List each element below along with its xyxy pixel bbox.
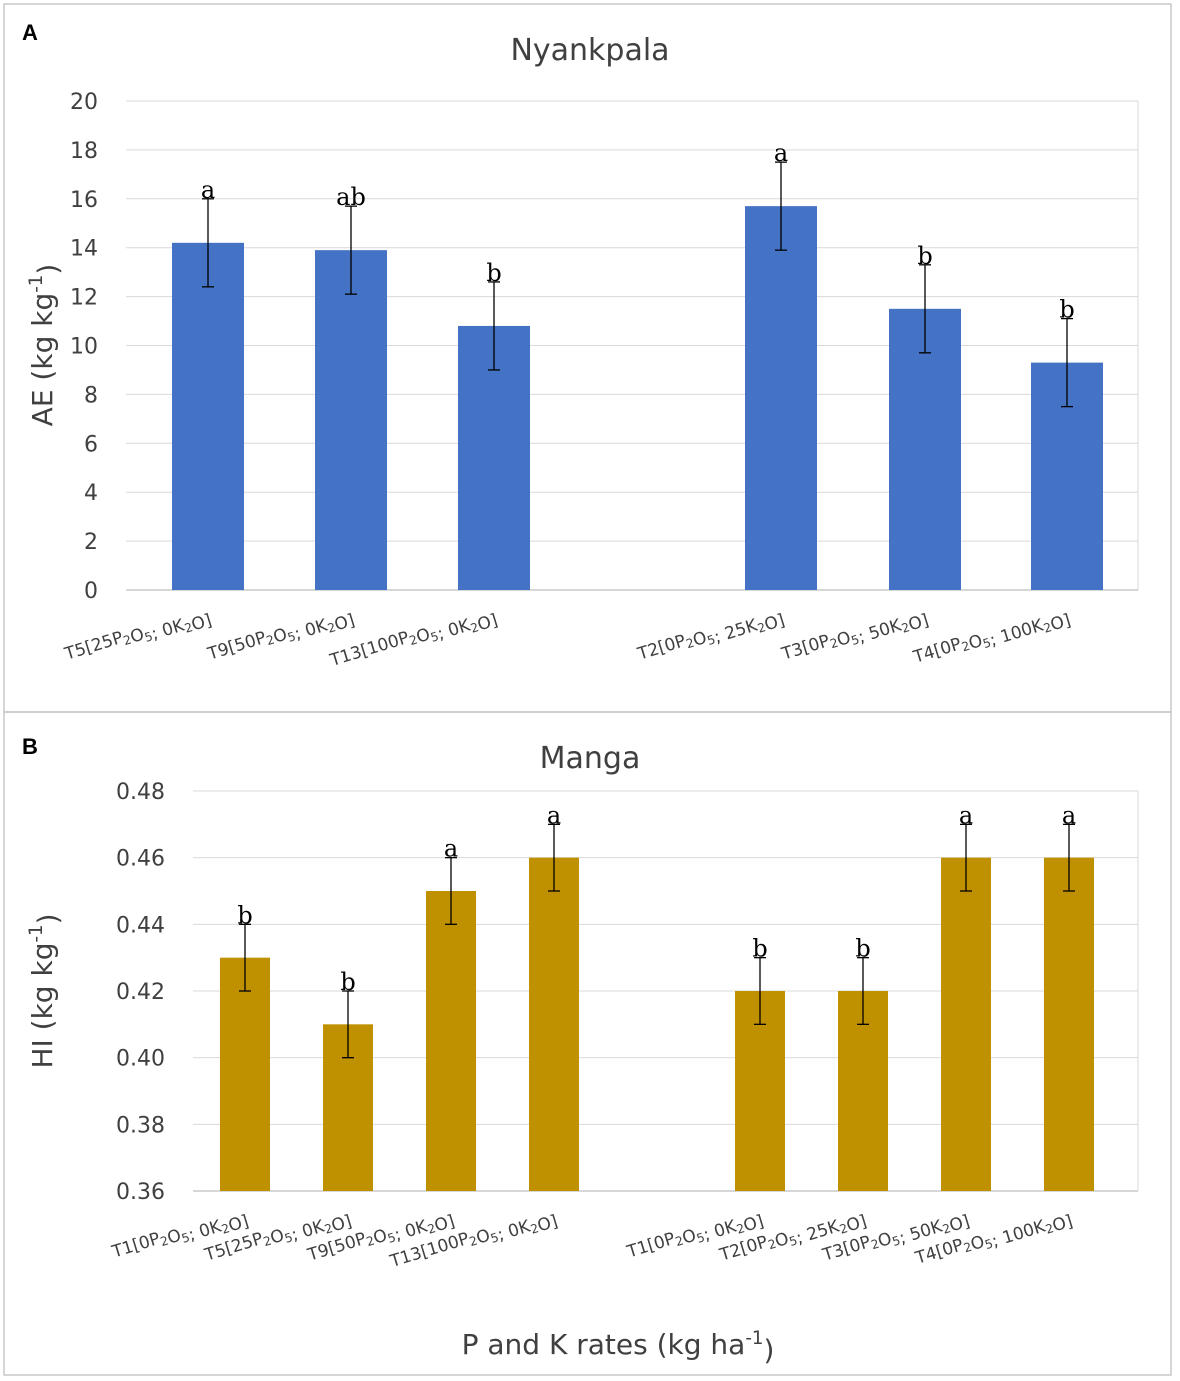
y-tick-label: 0 — [84, 579, 98, 604]
y-tick-label: 0.38 — [116, 1113, 165, 1138]
y-tick-label: 0.46 — [116, 847, 165, 872]
x-tick-label: T3[0P2O5; 50K2O] — [779, 602, 932, 674]
significance-letter: a — [201, 176, 215, 204]
y-tick-label: 2 — [84, 530, 98, 555]
y-tick-label: 16 — [70, 188, 98, 213]
panel-letter: B — [22, 734, 38, 759]
panel-b-frame — [3, 711, 1172, 1376]
bar — [220, 957, 270, 1191]
chart-title: Manga — [540, 741, 641, 776]
y-tick-label: 20 — [70, 90, 98, 115]
bar — [315, 250, 387, 590]
significance-letter: b — [1059, 296, 1074, 324]
panel-letter: A — [22, 20, 38, 45]
y-tick-label: 6 — [84, 432, 98, 457]
significance-letter: ab — [336, 183, 366, 211]
bar — [172, 242, 244, 590]
chart-title: Nyankpala — [510, 33, 669, 68]
significance-letter: b — [340, 968, 355, 996]
significance-letter: b — [237, 901, 252, 929]
bar — [889, 308, 961, 590]
bar — [426, 891, 476, 1191]
x-tick-label: T4[0P2O5; 100K2O] — [910, 602, 1073, 677]
y-tick-label: 0.40 — [116, 1047, 165, 1072]
x-tick-label: T4[0P2O5; 100K2O] — [912, 1203, 1075, 1278]
significance-letter: b — [917, 242, 932, 270]
significance-letter: b — [752, 935, 767, 963]
y-tick-label: 0.48 — [116, 780, 165, 805]
y-tick-label: 0.44 — [116, 913, 165, 938]
significance-letter: a — [547, 801, 561, 829]
y-tick-label: 12 — [70, 286, 98, 311]
significance-letter: a — [1062, 801, 1076, 829]
y-tick-label: 4 — [84, 481, 98, 506]
y-tick-label: 10 — [70, 335, 98, 360]
x-tick-label: T13[100P2O5; 0K2O] — [327, 602, 500, 680]
significance-letter: b — [855, 935, 870, 963]
y-tick-label: 0.36 — [116, 1180, 165, 1205]
y-tick-label: 18 — [70, 139, 98, 164]
x-tick-label: T5[25P2O5; 0K2O] — [62, 602, 215, 674]
chart-b: B Manga 0.36 0.38 0.40 0.42 0.44 0.46 0.48 HI (kg… — [22, 734, 1139, 1366]
bar — [1044, 857, 1094, 1191]
bar — [529, 857, 579, 1191]
y-tick-label: 0.42 — [116, 980, 165, 1005]
y-axis-title: HI (kg kg-1) — [26, 913, 64, 1068]
significance-letter: b — [486, 259, 501, 287]
chart-a: A Nyankpala 0 2 4 6 8 10 12 14 16 18 20 AE (kg kg-1) a… — [22, 20, 1139, 680]
x-tick-label: T2[0P2O5; 25K2O] — [635, 602, 788, 674]
significance-letter: a — [774, 139, 788, 167]
y-tick-label: 8 — [84, 383, 98, 408]
significance-letter: a — [444, 835, 458, 863]
bar — [941, 857, 991, 1191]
significance-letter: a — [959, 801, 973, 829]
y-tick-label: 14 — [70, 237, 98, 262]
bar — [745, 206, 817, 590]
y-axis-title: AE (kg kg-1) — [26, 264, 64, 427]
x-tick-label: T13[100P2O5; 0K2O] — [387, 1203, 560, 1281]
x-axis-title: P and K rates (kg ha-1) — [462, 1328, 775, 1366]
